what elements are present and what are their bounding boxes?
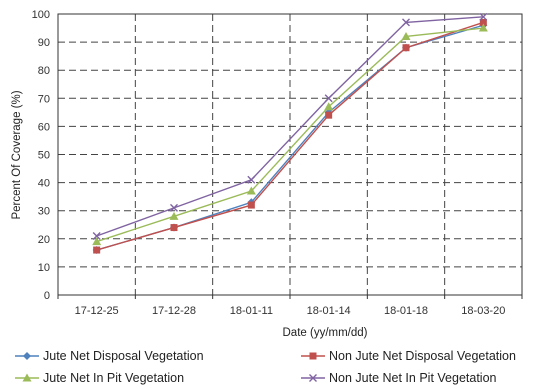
y-tick-labels: 0 10 20 30 40 50 60 70 80 90 100 xyxy=(32,9,50,302)
data-point xyxy=(246,186,256,195)
x-tick-label: 18-03-20 xyxy=(461,305,505,317)
data-point xyxy=(479,18,487,26)
data-point xyxy=(479,12,488,21)
legend-label: Jute Net In Pit Vegetation xyxy=(43,371,185,385)
chart-legend: Jute Net Disposal Vegetation Non Jute Net… xyxy=(0,342,538,389)
data-point xyxy=(478,23,488,32)
y-tick-label: 90 xyxy=(38,37,50,49)
legend-item: Jute Net In Pit Vegetation xyxy=(14,369,184,387)
legend-swatch-marker xyxy=(22,373,32,382)
y-tick-label: 20 xyxy=(38,234,50,246)
y-tick-label: 10 xyxy=(38,262,50,274)
data-point xyxy=(93,246,101,254)
series-line xyxy=(96,27,484,243)
x-axis-title: Date (yy/mm/dd) xyxy=(283,327,368,339)
series-line xyxy=(96,16,484,237)
data-point xyxy=(247,175,256,184)
data-point xyxy=(325,111,333,119)
x-tick-label: 18-01-14 xyxy=(307,305,351,317)
x-tick-label: 18-01-11 xyxy=(230,305,273,317)
data-point xyxy=(402,44,410,52)
series-group xyxy=(92,23,488,246)
series-line xyxy=(96,21,484,251)
y-tick-label: 40 xyxy=(38,178,50,190)
legend-label: Jute Net Disposal Vegetation xyxy=(43,349,204,363)
data-point xyxy=(92,231,101,240)
series-group xyxy=(92,12,488,240)
y-tick-label: 50 xyxy=(38,150,50,162)
data-point xyxy=(169,211,179,220)
data-point xyxy=(170,224,178,232)
legend-item: Jute Net Disposal Vegetation xyxy=(14,347,204,365)
legend-swatch xyxy=(301,352,325,360)
data-point xyxy=(324,102,334,111)
data-point xyxy=(92,237,102,246)
legend-swatch-marker xyxy=(309,374,317,382)
legend-swatch xyxy=(15,352,39,360)
legend-swatch-marker xyxy=(23,352,31,360)
x-tick-label: 18-01-18 xyxy=(384,305,428,317)
legend-label: Non Jute Net In Pit Vegetation xyxy=(329,371,497,385)
series-group xyxy=(93,18,487,254)
chart-series xyxy=(92,12,488,255)
x-tick-labels: 17-12-25 17-12-28 18-01-11 18-01-14 18-01-18… xyxy=(75,305,506,317)
legend-item: Non Jute Net Disposal Vegetation xyxy=(300,347,516,365)
y-tick-label: 80 xyxy=(38,65,50,77)
data-point xyxy=(170,203,178,212)
y-tick-label: 100 xyxy=(32,9,50,21)
y-tick-label: 60 xyxy=(38,121,50,133)
data-point xyxy=(402,18,410,27)
legend-swatch xyxy=(301,374,325,382)
x-tick-label: 17-12-28 xyxy=(152,305,196,317)
data-point xyxy=(247,201,255,209)
data-point xyxy=(401,31,411,40)
y-axis-title: Percent Of Coverage (%) xyxy=(11,90,23,219)
y-tick-label: 70 xyxy=(38,93,50,105)
legend-swatch xyxy=(15,373,39,382)
legend-item: Non Jute Net In Pit Vegetation xyxy=(300,369,496,387)
legend-swatch-marker xyxy=(309,352,317,360)
x-tick-label: 17-12-25 xyxy=(75,305,119,317)
y-tick-label: 30 xyxy=(38,206,50,218)
legend-label: Non Jute Net Disposal Vegetation xyxy=(329,349,516,363)
y-tick-label: 0 xyxy=(44,290,50,302)
data-point xyxy=(324,94,333,103)
